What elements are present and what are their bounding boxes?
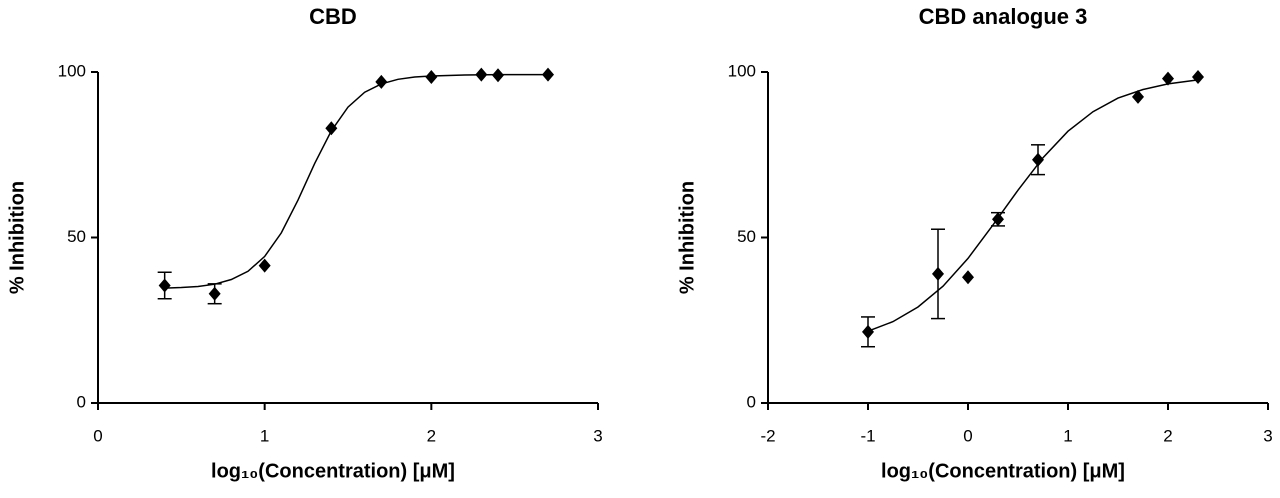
x-tick-label: 3: [593, 426, 602, 445]
point: [1162, 71, 1174, 86]
x-tick-label: -1: [860, 426, 875, 445]
point: [208, 286, 221, 301]
x-axis-label: log₁₀(Concentration) [μM]: [881, 460, 1125, 482]
fit-curve: [867, 79, 1199, 332]
chart-title: CBD analogue 3: [919, 4, 1088, 29]
point: [862, 324, 874, 339]
point: [475, 67, 488, 82]
x-tick-label: 0: [93, 426, 102, 445]
point: [992, 212, 1004, 227]
y-tick-label: 100: [728, 61, 756, 80]
y-tick-label: 100: [58, 61, 86, 80]
y-axis-label: % Inhibition: [676, 181, 698, 294]
x-tick-label: 1: [1063, 426, 1072, 445]
x-tick-label: 1: [260, 426, 269, 445]
point: [258, 258, 271, 273]
x-tick-label: 0: [963, 426, 972, 445]
x-tick-label: 2: [427, 426, 436, 445]
x-tick-label: 3: [1263, 426, 1272, 445]
point: [325, 121, 338, 136]
x-tick-label: -2: [760, 426, 775, 445]
point: [158, 278, 171, 293]
fit-curve: [164, 73, 548, 289]
y-tick-label: 0: [747, 392, 756, 411]
point: [492, 68, 504, 83]
x-axis-label: log₁₀(Concentration) [μM]: [211, 460, 455, 482]
point: [962, 270, 974, 285]
point: [375, 74, 388, 89]
x-tick-label: 2: [1163, 426, 1172, 445]
point: [1032, 152, 1044, 167]
point: [1192, 69, 1204, 84]
point: [1132, 89, 1144, 104]
point: [932, 266, 944, 281]
y-axis-label: % Inhibition: [6, 181, 28, 294]
y-tick-label: 50: [67, 227, 86, 246]
point: [542, 67, 554, 82]
y-tick-label: 0: [77, 392, 86, 411]
chart-title: CBD: [309, 4, 357, 29]
point: [425, 69, 438, 84]
y-tick-label: 50: [737, 227, 756, 246]
